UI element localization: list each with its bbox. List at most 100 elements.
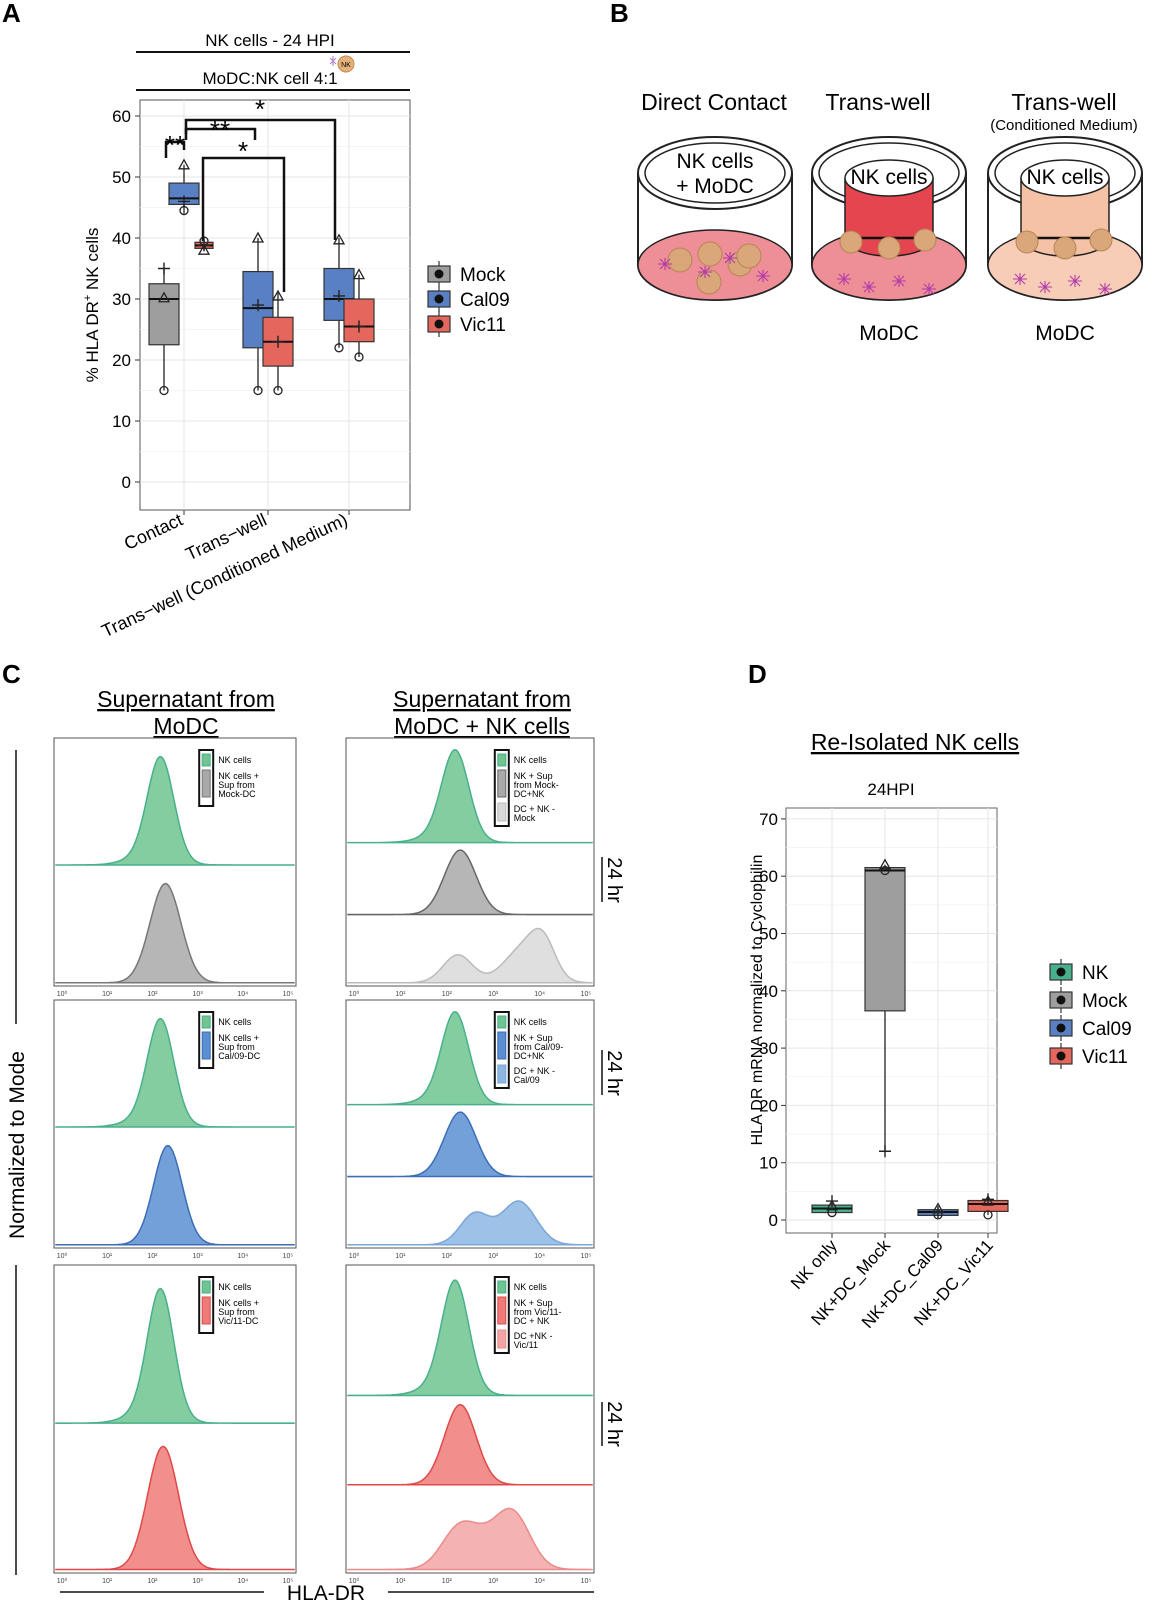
y-tick-label: 0 — [769, 1211, 778, 1230]
box-vic11 — [967, 1193, 1009, 1220]
legend-text: NK + Sup — [514, 771, 553, 781]
circle-marker — [253, 385, 263, 396]
legend-dot — [434, 269, 444, 279]
significance-bracket — [201, 156, 286, 292]
cross-marker — [982, 1193, 994, 1206]
axis-tick-label: 10¹ — [395, 1253, 406, 1260]
legend-text: NK cells — [218, 1017, 252, 1027]
histogram-curve — [347, 1200, 593, 1246]
b-title-transwell: Trans-well — [825, 89, 930, 115]
modc-cell — [862, 281, 876, 293]
panel-a-y-axis-label: % HLA DR+ NK cells — [82, 228, 102, 383]
panel-a-gridlines — [140, 100, 410, 510]
axis-tick-label: 10² — [442, 991, 453, 998]
modc-cell — [837, 273, 851, 285]
d-boxes — [811, 858, 1009, 1220]
legend-item-cal09: Cal09 — [1049, 1015, 1132, 1041]
c-time-label-1: 24 hr — [601, 857, 625, 903]
c-time-label-3: 24 hr — [601, 1401, 625, 1447]
cross-marker — [272, 335, 284, 348]
modc-cell — [756, 270, 770, 282]
legend-text: NK cells — [514, 1282, 548, 1292]
legend-text: from Cal/09- — [514, 1042, 564, 1052]
legend-dot — [434, 319, 444, 329]
b-well2-bottom: MoDC — [859, 322, 919, 345]
triangle-marker — [251, 231, 265, 243]
axis-tick-label: 10⁴ — [237, 1578, 248, 1585]
histogram-panel: 10⁰ 10¹ 10² 10³ 10⁴ 10⁵ NK cells NK cells +Sup … — [53, 737, 297, 998]
well-2-modc — [837, 273, 936, 295]
legend-text: Cal/09-DC — [218, 1051, 261, 1061]
legend-dot — [1056, 995, 1066, 1005]
panel-b-schematic: Direct Contact Trans-well Trans-well (Co… — [637, 89, 1143, 345]
b-well3-bottom: MoDC — [1035, 322, 1095, 345]
axis-tick-label: 10⁴ — [534, 991, 545, 998]
panel-a-boxes — [148, 158, 375, 396]
y-tick-label: 40 — [112, 229, 131, 248]
legend-text: DC + NK — [514, 1316, 550, 1326]
legend-swatch — [201, 1280, 211, 1294]
c-time-label-text-1: 24 hr — [603, 857, 625, 903]
axis-tick-label: 10⁴ — [534, 1253, 545, 1260]
triangle-marker — [177, 158, 191, 170]
axis-tick-label: 10² — [147, 1253, 158, 1260]
legend-text: Sup from — [218, 1042, 255, 1052]
cross-marker — [158, 262, 170, 275]
x-category-label: Contact — [121, 509, 186, 553]
axis-tick-label: 10³ — [193, 991, 204, 998]
axis-tick-label: 10³ — [193, 1578, 204, 1585]
b-subtitle-cm: (Conditioned Medium) — [990, 117, 1138, 134]
cross-marker — [932, 1205, 944, 1218]
legend-item-cal09: Cal09 — [427, 286, 510, 312]
y-tick-label: 40 — [759, 982, 778, 1001]
panel-a-header-2: MoDC:NK cell 4:1 — [202, 69, 337, 88]
legend-item-vic11: Vic11 — [427, 311, 506, 337]
circle-marker — [827, 1207, 837, 1218]
significance-bracket — [184, 127, 257, 140]
legend-text: NK cells — [218, 1282, 252, 1292]
legend-item-mock: Mock — [427, 261, 506, 287]
d-heading: Re-Isolated NK cells — [811, 729, 1019, 755]
triangle-marker — [825, 1199, 839, 1211]
b-title-transwell-cm: Trans-well — [1011, 89, 1116, 115]
axis-tick-label: 10³ — [488, 1253, 499, 1260]
b-well2-label: NK cells — [850, 166, 927, 189]
axis-tick-label: 10⁰ — [349, 1577, 360, 1585]
modc-cell — [1013, 273, 1027, 285]
box-nk — [811, 1195, 853, 1218]
axis-tick-label: 10² — [442, 1253, 453, 1260]
legend-text: Cal/09 — [514, 1075, 540, 1085]
axis-tick-label: 10¹ — [102, 1578, 113, 1585]
panel-a-header-1: NK cells - 24 HPI — [205, 31, 334, 50]
y-tick-label: 10 — [112, 412, 131, 431]
box-cal09 — [168, 158, 200, 216]
nk-cell — [913, 228, 937, 252]
legend-swatch — [497, 1064, 507, 1084]
legend-text: DC+NK — [514, 789, 545, 799]
axis-tick-label: 10⁵ — [283, 991, 294, 998]
legend-text: NK + Sup — [514, 1033, 553, 1043]
triangle-marker — [197, 243, 211, 255]
axis-tick-label: 10¹ — [102, 1253, 113, 1260]
modc-cell — [1068, 275, 1082, 287]
legend-label: Cal09 — [1082, 1019, 1132, 1040]
legend-swatch — [201, 769, 211, 798]
y-tick-label: 10 — [759, 1154, 778, 1173]
axis-tick-label: 10¹ — [395, 991, 406, 998]
axis-tick-label: 10⁵ — [283, 1578, 294, 1585]
histogram-curve — [55, 1287, 295, 1424]
nk-cell — [696, 269, 722, 295]
axis-tick-label: 10³ — [488, 991, 499, 998]
modc-cell — [698, 266, 712, 278]
legend-swatch — [201, 1015, 211, 1029]
panel-b-letter: B — [610, 0, 629, 28]
y-label-main: % HLA DR — [83, 301, 102, 382]
legend-item-mock: Mock — [1049, 987, 1128, 1013]
cross-marker — [879, 1145, 891, 1158]
